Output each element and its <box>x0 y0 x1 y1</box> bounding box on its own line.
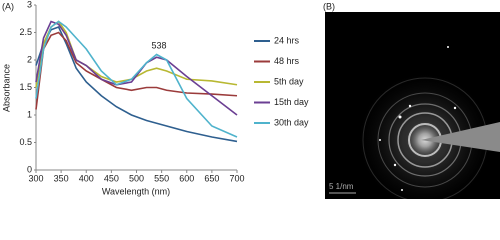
legend-label: 48 hrs <box>274 56 300 66</box>
x-axis-label: Wavelength (nm) <box>102 186 170 196</box>
legend-label: 5th day <box>274 76 304 86</box>
panel-label: (B) <box>323 1 335 11</box>
y-tick-label: 3 <box>27 0 32 9</box>
series-line <box>35 20 238 88</box>
x-tick-label: 500 <box>129 173 144 183</box>
series-line <box>35 31 238 110</box>
y-tick-label: 0 <box>27 164 32 174</box>
x-tick-label: 400 <box>79 173 94 183</box>
annotation: 538 <box>151 40 166 50</box>
x-tick-label: 650 <box>204 173 219 183</box>
series-line <box>35 20 238 116</box>
x-tick-label: 700 <box>229 173 244 183</box>
scale-bar-label: 5 1/nm <box>329 182 354 191</box>
legend-label: 24 hrs <box>274 35 300 45</box>
panel-label: (A) <box>2 1 14 11</box>
diffraction-image: 5 1/nm <box>325 12 500 199</box>
y-tick-label: 1 <box>27 109 32 119</box>
x-tick-label: 450 <box>104 173 119 183</box>
y-tick-label: 2.5 <box>19 27 32 37</box>
y-axis-label: Absorbance <box>1 64 11 112</box>
x-tick-label: 600 <box>179 173 194 183</box>
y-tick-label: 1.5 <box>19 82 32 92</box>
legend-label: 30th day <box>274 117 309 127</box>
series-line <box>35 20 238 138</box>
y-tick-label: 2 <box>27 54 32 64</box>
legend-label: 15th day <box>274 97 309 107</box>
x-tick-label: 550 <box>154 173 169 183</box>
figure: (A) (B) Absorbance Wavelength (nm) 538 5… <box>1 0 500 199</box>
series-line <box>35 25 238 143</box>
y-tick-label: 0.5 <box>19 137 32 147</box>
x-tick-label: 300 <box>28 173 43 183</box>
x-tick-label: 350 <box>54 173 69 183</box>
